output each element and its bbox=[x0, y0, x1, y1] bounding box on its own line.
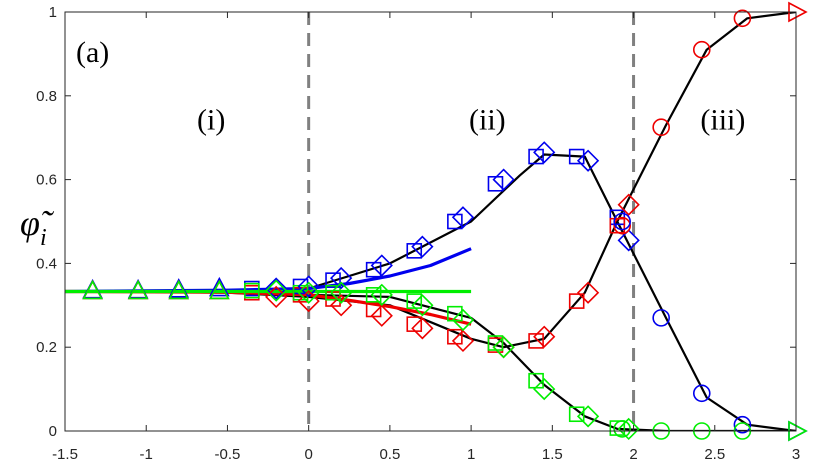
marker-green-circle-0 bbox=[613, 420, 631, 438]
marker-blue-triangle-3 bbox=[208, 276, 230, 297]
y-tick-label: 0.4 bbox=[36, 255, 57, 272]
marker-green-diamond-1 bbox=[297, 281, 320, 304]
y-axis-label-subscript: i bbox=[40, 225, 47, 251]
marker-green-square-8 bbox=[568, 406, 585, 423]
x-tick-label: -1 bbox=[140, 446, 153, 463]
marker-red-diamond-3 bbox=[370, 304, 393, 327]
marker-red-diamond-8 bbox=[576, 281, 600, 304]
marker-green-square-0 bbox=[244, 282, 260, 299]
region-label-0: (i) bbox=[197, 103, 225, 136]
y-axis-label: φ̃ bbox=[20, 203, 55, 243]
marker-green-diamond-5 bbox=[451, 308, 475, 332]
region-label-2: (iii) bbox=[700, 103, 745, 136]
marker-red-diamond-4 bbox=[411, 317, 434, 340]
marker-blue-diamond-4 bbox=[411, 235, 434, 258]
marker-green-diamond-2 bbox=[330, 281, 353, 304]
marker-red-circle-1 bbox=[652, 118, 670, 137]
marker-red-diamond-5 bbox=[451, 329, 475, 353]
marker-blue-circle-2 bbox=[692, 384, 711, 403]
marker-blue-triangle-0 bbox=[82, 278, 103, 299]
x-tick-label: 3 bbox=[792, 446, 800, 463]
x-tick-label: 2.5 bbox=[704, 446, 725, 463]
marker-red-circle-2 bbox=[692, 40, 711, 59]
curve-blue-approx bbox=[65, 247, 472, 294]
x-tick-label: 0 bbox=[304, 446, 312, 463]
marker-blue-triangle-1 bbox=[127, 278, 149, 299]
marker-red-diamond-2 bbox=[330, 294, 353, 317]
x-tick-label: 1 bbox=[467, 446, 475, 463]
marker-red-square-8 bbox=[568, 293, 585, 309]
marker-blue-circle-3 bbox=[733, 415, 752, 434]
marker-green-diamond-0 bbox=[265, 279, 288, 302]
marker-green-square-2 bbox=[325, 284, 341, 301]
x-tick-label: -1.5 bbox=[52, 446, 78, 463]
y-tick-label: 1 bbox=[49, 4, 57, 21]
marker-red-diamond-1 bbox=[297, 289, 320, 313]
marker-blue-diamond-7 bbox=[533, 141, 556, 164]
axes-box bbox=[64, 11, 797, 432]
marker-red-square-4 bbox=[406, 316, 423, 332]
y-tick-label: 0.8 bbox=[36, 88, 57, 105]
marker-green-diamond-7 bbox=[533, 377, 556, 401]
marker-green-square-5 bbox=[447, 305, 463, 322]
y-tick-label: 0.2 bbox=[36, 339, 57, 356]
marker-red-diamond-9 bbox=[617, 193, 640, 216]
marker-blue-diamond-9 bbox=[617, 229, 640, 252]
x-tick-label: 2 bbox=[629, 446, 637, 463]
x-tick-label: -0.5 bbox=[215, 446, 241, 463]
series-layer bbox=[65, 12, 796, 431]
marker-green-square-3 bbox=[365, 287, 382, 303]
x-tick-label: 1.5 bbox=[542, 446, 563, 463]
marker-blue-square-6 bbox=[487, 175, 504, 192]
chart-text: (a) φ̃ i -1.5 -1 -0.5 0 0.5 1 1.5 2 2.5 3 0 0.2 0.4 0… bbox=[20, 4, 800, 463]
marker-green-triangle-3 bbox=[208, 279, 230, 300]
region-label-1: (ii) bbox=[469, 103, 506, 136]
marker-red-circle-3 bbox=[733, 9, 752, 28]
marker-blue-diamond-2 bbox=[330, 266, 353, 290]
marker-green-triangle-0 bbox=[82, 279, 103, 300]
marker-red-diamond-7 bbox=[533, 325, 556, 348]
marker-blue-square-2 bbox=[325, 272, 341, 288]
y-tick-label: 0.6 bbox=[36, 172, 57, 189]
marker-blue-diamond-0 bbox=[265, 277, 288, 300]
marker-green-diamond-3 bbox=[370, 283, 393, 306]
marker-green-diamond-4 bbox=[411, 294, 434, 317]
marker-blue-square-8 bbox=[568, 148, 585, 165]
x-tick-label: 0.5 bbox=[379, 446, 400, 463]
line-red-branch bbox=[92, 12, 796, 349]
marker-blue-circle-0 bbox=[613, 212, 631, 231]
marker-layer bbox=[82, 1, 808, 442]
marker-blue-diamond-3 bbox=[370, 254, 393, 277]
marker-blue-circle-1 bbox=[652, 309, 670, 327]
y-tick-label: 0 bbox=[49, 423, 57, 440]
marker-red-circle-0 bbox=[613, 216, 631, 235]
panel-label: (a) bbox=[76, 36, 109, 69]
marker-green-triangle-1 bbox=[127, 279, 149, 300]
line-green-branch bbox=[92, 290, 796, 431]
marker-blue-diamond-5 bbox=[451, 206, 475, 229]
marker-green-diamond-6 bbox=[492, 336, 515, 359]
marker-green-diamond-8 bbox=[576, 405, 600, 428]
axes bbox=[64, 11, 797, 432]
marker-green-triangle-2 bbox=[168, 279, 190, 300]
marker-blue-diamond-6 bbox=[492, 168, 515, 191]
marker-blue-diamond-1 bbox=[297, 275, 320, 298]
marker-green-diamond-9 bbox=[617, 417, 640, 441]
marker-blue-diamond-8 bbox=[576, 149, 600, 172]
